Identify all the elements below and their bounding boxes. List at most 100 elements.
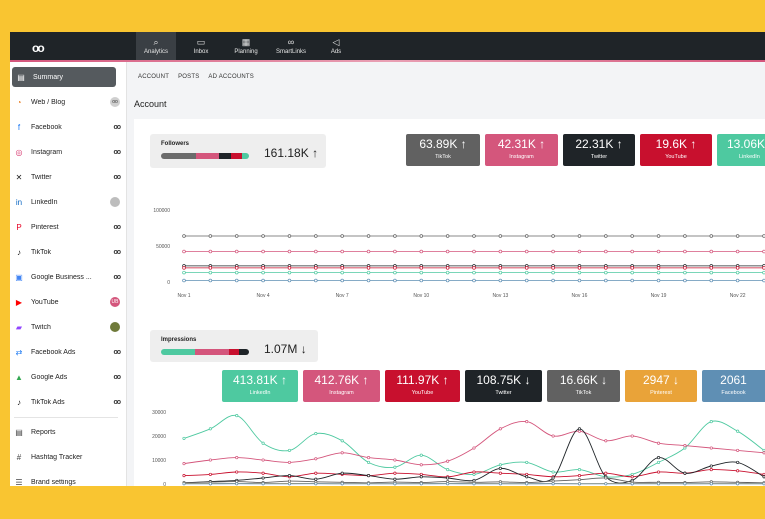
data-point (445, 234, 450, 238)
followers-stat-twitter[interactable]: 22.31K ↑ Twitter (563, 134, 635, 166)
account-avatar: oo (110, 97, 120, 107)
nav-label: Planning (234, 49, 258, 55)
sidebar-item-linkedin[interactable]: in LinkedIn (10, 192, 126, 212)
sidebar-item-label: Hashtag Tracker (31, 453, 83, 461)
sidebar-item-tiktok-ads[interactable]: ♪ TikTok Ads oo (10, 392, 126, 412)
data-point (472, 482, 476, 486)
tab-posts[interactable]: POSTS (178, 74, 200, 80)
link-icon: oo (113, 248, 121, 256)
sidebar-item-tiktok[interactable]: ♪ TikTok oo (10, 242, 126, 262)
data-point (314, 278, 318, 283)
data-point (472, 470, 476, 474)
data-point (524, 270, 529, 275)
data-point (709, 270, 714, 275)
nav-label: Ads (330, 49, 342, 55)
data-point (630, 434, 634, 438)
stat-label: YouTube (411, 390, 434, 396)
data-point (656, 270, 661, 275)
followers-stat-instagram[interactable]: 42.31K ↑ Instagram (485, 134, 558, 166)
sidebar-item-web-blog[interactable]: ◔ Web / Blog oo (10, 92, 126, 112)
stat-label: Pinterest (650, 390, 672, 396)
data-point (393, 471, 397, 475)
impressions-stat-facebook[interactable]: 2061 Facebook (702, 370, 765, 402)
x-tick-label: Nov 13 (492, 293, 508, 299)
sidebar-item-reports[interactable]: ▤ Reports (10, 422, 126, 442)
data-point (498, 463, 502, 467)
impressions-stat-pinterest[interactable]: 2947 ↓ Pinterest (625, 370, 697, 402)
sidebar-item-youtube[interactable]: ▶ YouTube UB (10, 292, 126, 312)
data-point (604, 234, 608, 238)
data-point (314, 266, 318, 270)
data-point (551, 234, 555, 238)
google-business-icon: ▣ (15, 272, 23, 282)
data-point (709, 278, 714, 283)
hashtag-icon: # (16, 452, 22, 462)
followers-stat-youtube[interactable]: 19.6K ↑ YouTube (640, 134, 712, 166)
data-point (525, 460, 529, 464)
brand-logo[interactable]: oo (32, 41, 45, 55)
data-point (656, 266, 661, 270)
sidebar-item-summary[interactable]: ▤ Summary (12, 67, 116, 87)
twitch-icon: ▰ (15, 322, 23, 332)
data-point (446, 476, 450, 480)
followers-stat-linkedin[interactable]: 13.06K LinkedIn (717, 134, 765, 166)
data-point (472, 270, 476, 275)
sidebar-item-hashtag-tracker[interactable]: # Hashtag Tracker (10, 447, 126, 467)
data-point (498, 427, 502, 431)
data-point (234, 249, 239, 254)
sidebar-item-pinterest[interactable]: P Pinterest oo (10, 217, 126, 237)
tab-account[interactable]: ACCOUNT (138, 74, 170, 80)
stat-label: YouTube (665, 154, 687, 160)
followers-stat-tiktok[interactable]: 63.89K ↑ TikTok (406, 134, 480, 166)
data-point (551, 270, 555, 275)
data-point (762, 475, 765, 479)
sidebar-item-facebook-ads[interactable]: ⇄ Facebook Ads oo (10, 342, 126, 362)
impressions-stat-instagram[interactable]: 412.76K ↑ Instagram (303, 370, 380, 402)
data-point (472, 234, 476, 238)
sidebar-item-facebook[interactable]: f Facebook oo (10, 117, 126, 137)
data-point (340, 234, 344, 238)
data-point (630, 278, 634, 283)
data-point (762, 266, 765, 270)
data-point (498, 278, 503, 283)
impressions-stat-youtube[interactable]: 111.97K ↑ YouTube (385, 370, 460, 402)
impressions-stat-tiktok[interactable]: 16.66K ↓ TikTok (547, 370, 620, 402)
data-point (314, 249, 318, 254)
data-point (604, 471, 608, 475)
tab-ad-accounts[interactable]: AD ACCOUNTS (208, 74, 254, 80)
nav-planning[interactable]: ▦ Planning (228, 32, 264, 60)
y-tick-label: 100000 (153, 208, 170, 214)
link-icon: oo (113, 173, 121, 181)
data-point (208, 270, 213, 275)
data-point (604, 249, 608, 254)
nav-analytics[interactable]: ⌕ Analytics (136, 32, 176, 60)
y-tick-label: 0 (163, 482, 166, 486)
sidebar-item-instagram[interactable]: ◎ Instagram oo (10, 142, 126, 162)
sidebar-item-brand-settings[interactable]: ☰ Brand settings (10, 472, 126, 487)
data-point (234, 266, 239, 270)
y-tick-label: 10000 (152, 458, 166, 464)
sidebar-item-label: YouTube (31, 298, 59, 306)
data-point (498, 471, 502, 475)
data-point (314, 432, 318, 436)
impressions-share-bar (161, 349, 249, 355)
nav-ads[interactable]: ◁ Ads (324, 32, 348, 60)
sidebar-item-google-ads[interactable]: ▲ Google Ads oo (10, 367, 126, 387)
y-tick-label: 20000 (152, 434, 166, 440)
data-point (683, 471, 687, 475)
sidebar-item-google-business[interactable]: ▣ Google Business ... oo (10, 267, 126, 287)
data-point (551, 482, 555, 486)
sidebar-item-twitter[interactable]: ✕ Twitter oo (10, 167, 126, 187)
impressions-stat-twitter[interactable]: 108.75K ↓ Twitter (465, 370, 542, 402)
sidebar-item-label: Brand settings (31, 478, 76, 486)
data-point (261, 482, 265, 486)
data-point (577, 234, 582, 238)
data-point (235, 482, 239, 486)
y-tick-label: 0 (167, 280, 170, 286)
nav-smartlinks[interactable]: ∞ SmartLinks (270, 32, 312, 60)
sidebar-item-twitch[interactable]: ▰ Twitch (10, 317, 126, 337)
nav-inbox[interactable]: ▭ Inbox (184, 32, 218, 60)
data-point (577, 427, 582, 431)
impressions-stat-linkedin[interactable]: 413.81K ↑ LinkedIn (222, 370, 298, 402)
